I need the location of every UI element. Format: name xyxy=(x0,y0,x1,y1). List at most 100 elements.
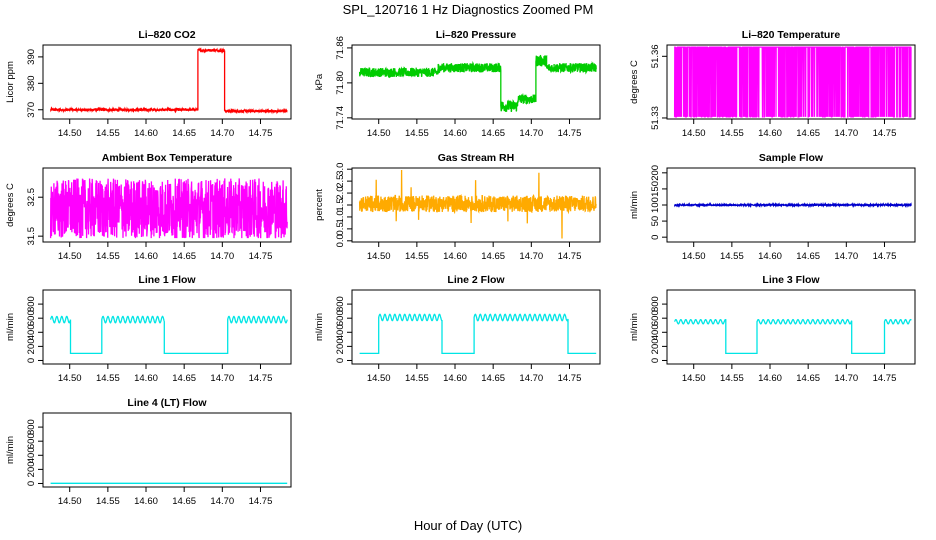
x-tick-label: 14.65 xyxy=(481,128,505,139)
data-series-line xyxy=(358,169,597,239)
x-tick-label: 14.50 xyxy=(58,128,82,139)
x-tick-label: 14.75 xyxy=(249,496,273,507)
x-tick-label: 14.55 xyxy=(96,128,120,139)
y-tick-label: 31.5 xyxy=(26,227,37,246)
x-tick-label: 14.75 xyxy=(873,373,897,384)
y-tick-label: 71.86 xyxy=(335,36,346,60)
x-axis-label: Hour of Day (UTC) xyxy=(413,518,523,533)
y-tick-label: 71.74 xyxy=(335,106,346,130)
y-tick-label: 400 xyxy=(650,324,661,340)
y-tick-label: 800 xyxy=(26,419,37,435)
y-tick-label: 200 xyxy=(650,165,661,181)
x-tick-label: 14.50 xyxy=(367,373,391,384)
y-tick-label: 390 xyxy=(26,49,37,65)
y-axis-label: ml/min xyxy=(5,313,16,341)
y-tick-label: 50 xyxy=(650,216,661,227)
y-tick-label: 0.5 xyxy=(335,222,346,235)
x-tick-label: 14.75 xyxy=(558,373,582,384)
x-tick-label: 14.75 xyxy=(249,251,273,262)
panel-title: Li–820 CO2 xyxy=(138,29,195,41)
y-axis-label: kPa xyxy=(314,73,325,90)
x-tick-label: 14.70 xyxy=(834,128,858,139)
x-tick-label: 14.65 xyxy=(796,128,820,139)
x-tick-label: 14.60 xyxy=(134,496,158,507)
x-tick-label: 14.75 xyxy=(873,128,897,139)
x-tick-label: 14.70 xyxy=(519,251,543,262)
x-tick-label: 14.50 xyxy=(58,251,82,262)
panel-title: Li–820 Temperature xyxy=(742,29,841,41)
plot-frame xyxy=(351,289,601,365)
y-tick-label: 0 xyxy=(650,235,661,240)
x-tick-label: 14.55 xyxy=(405,128,429,139)
x-tick-label: 14.65 xyxy=(481,373,505,384)
panel-title: Sample Flow xyxy=(759,152,824,164)
x-tick-label: 14.75 xyxy=(249,373,273,384)
y-axis-label: ml/min xyxy=(629,191,640,219)
x-tick-label: 14.60 xyxy=(443,251,467,262)
panel-title: Line 2 Flow xyxy=(447,274,505,286)
x-tick-label: 14.65 xyxy=(796,373,820,384)
panel-sample_flow: Sample Flow 14.50 14.55 14.60 14.65 14.70 14.7… xyxy=(629,152,916,262)
y-tick-label: 600 xyxy=(650,310,661,326)
y-tick-label: 0 xyxy=(26,358,37,363)
y-tick-label: 2.5 xyxy=(335,175,346,188)
x-tick-label: 14.65 xyxy=(172,496,196,507)
y-tick-label: 200 xyxy=(335,338,346,354)
x-tick-label: 14.65 xyxy=(796,251,820,262)
y-tick-label: 400 xyxy=(26,324,37,340)
panel-line4: Line 4 (LT) Flow 14.50 14.55 14.60 14.65 14.7… xyxy=(5,397,292,507)
data-series-line xyxy=(359,313,597,355)
y-tick-label: 200 xyxy=(650,338,661,354)
x-tick-label: 14.55 xyxy=(405,373,429,384)
y-tick-label: 100 xyxy=(650,197,661,213)
y-tick-label: 3.0 xyxy=(335,163,346,176)
x-tick-label: 14.70 xyxy=(210,496,234,507)
panel-title: Li–820 Pressure xyxy=(436,29,517,41)
x-tick-label: 14.50 xyxy=(367,128,391,139)
y-tick-label: 51.33 xyxy=(650,106,661,130)
x-tick-label: 14.75 xyxy=(873,251,897,262)
x-tick-label: 14.60 xyxy=(134,128,158,139)
y-axis-label: ml/min xyxy=(5,436,16,464)
data-series-line xyxy=(49,315,288,355)
panel-title: Gas Stream RH xyxy=(438,152,514,164)
x-tick-label: 14.50 xyxy=(367,251,391,262)
x-tick-label: 14.65 xyxy=(172,251,196,262)
x-tick-label: 14.55 xyxy=(96,373,120,384)
x-tick-label: 14.55 xyxy=(96,251,120,262)
panel-rh: Gas Stream RH 14.50 14.55 14.60 14.65 14.70 14… xyxy=(314,152,601,262)
x-tick-label: 14.50 xyxy=(58,373,82,384)
panel-title: Line 4 (LT) Flow xyxy=(127,397,207,409)
y-axis-label: degrees C xyxy=(5,183,16,227)
panel-title: Line 3 Flow xyxy=(762,274,820,286)
data-series-line xyxy=(358,54,597,112)
y-tick-label: 400 xyxy=(335,324,346,340)
data-series-line xyxy=(49,178,288,239)
x-tick-label: 14.50 xyxy=(682,373,706,384)
panel-pressure: Li–820 Pressure 14.50 14.55 14.60 14.65 14.70… xyxy=(314,29,601,139)
x-tick-label: 14.70 xyxy=(210,251,234,262)
x-tick-label: 14.70 xyxy=(834,251,858,262)
y-tick-label: 1.5 xyxy=(335,198,346,211)
x-tick-label: 14.50 xyxy=(682,251,706,262)
y-tick-label: 32.5 xyxy=(26,188,37,207)
panel-line3: Line 3 Flow 14.50 14.55 14.60 14.65 14.70 14.7… xyxy=(629,274,916,384)
y-tick-label: 71.80 xyxy=(335,71,346,95)
y-axis-label: degrees C xyxy=(629,60,640,104)
panel-licor_temp: Li–820 Temperature 14.50 14.55 14.60 14.65 14… xyxy=(629,29,916,139)
y-tick-label: 200 xyxy=(26,461,37,477)
y-tick-label: 0 xyxy=(26,481,37,486)
main-title: SPL_120716 1 Hz Diagnostics Zoomed PM xyxy=(342,2,594,17)
x-tick-label: 14.70 xyxy=(210,373,234,384)
panel-box_temp: Ambient Box Temperature 14.50 14.55 14.60 14… xyxy=(5,152,292,262)
data-series-line xyxy=(673,46,912,118)
plot-frame xyxy=(42,289,292,365)
plot-frame xyxy=(42,167,292,243)
y-tick-label: 380 xyxy=(26,75,37,91)
x-tick-label: 14.60 xyxy=(443,373,467,384)
x-tick-label: 14.60 xyxy=(758,373,782,384)
x-tick-label: 14.50 xyxy=(682,128,706,139)
x-tick-label: 14.75 xyxy=(558,128,582,139)
